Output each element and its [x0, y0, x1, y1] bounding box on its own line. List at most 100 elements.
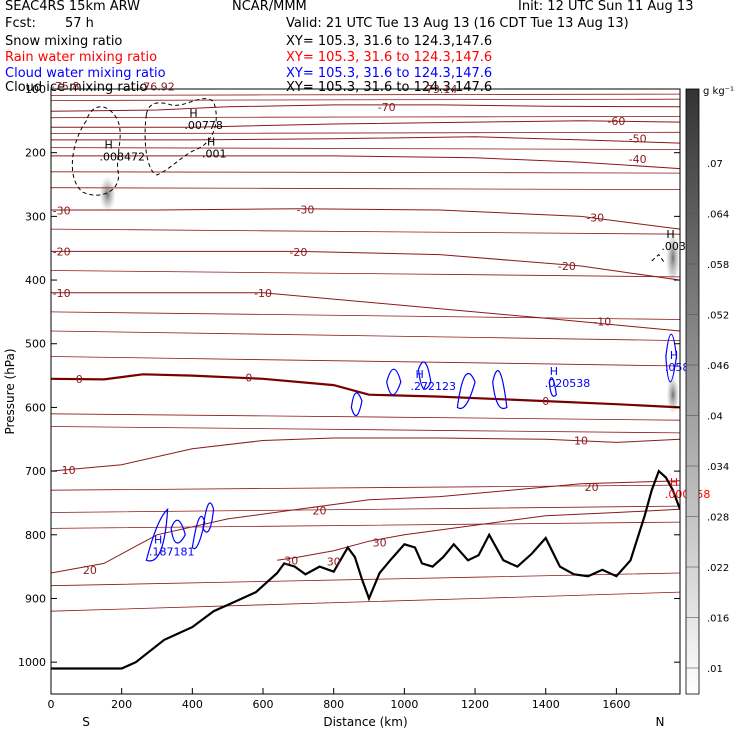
isotherm-line-minor: [51, 484, 680, 491]
isotherm-label: 10: [574, 435, 588, 448]
isotherm-line: [51, 373, 680, 409]
isotherm-line-minor: [51, 187, 680, 191]
isotherm-label: 0: [245, 371, 252, 384]
isotherm-line: [51, 104, 680, 112]
isotherm-line: [51, 155, 680, 170]
isotherm-label: -60: [607, 115, 625, 128]
x-tick-label: 200: [111, 698, 132, 711]
isotherm-line: [51, 208, 680, 230]
init-time: Init: 12 UTC Sun 11 Aug 13: [518, 0, 694, 14]
isotherm-label: 20: [585, 481, 599, 494]
y-axis-title: Pressure (hPa): [3, 348, 17, 434]
valid-time: Valid: 21 UTC Tue 13 Aug 13 (16 CDT Tue …: [286, 16, 629, 31]
isotherm-label: 10: [62, 464, 76, 477]
isotherm-line-minor: [51, 356, 680, 367]
isotherm-line-minor: [51, 93, 680, 96]
isotherm-label: -30: [53, 205, 71, 218]
ice-shading-blob-lower: [665, 372, 680, 417]
isotherm-label: -10: [53, 287, 71, 300]
x-axis-title: Distance (km): [323, 715, 407, 729]
cloud-water-contour: [548, 377, 557, 397]
cloud-water-max-h-marker: H: [670, 349, 678, 362]
colorbar-tick-label: .046: [707, 361, 729, 372]
shading-layer: [98, 174, 680, 417]
isotherm-line-minor: [51, 171, 680, 174]
isotherm-label: 0: [542, 395, 549, 408]
cloud-water-contour: [665, 333, 678, 383]
isotherm-line-minor: [51, 413, 680, 421]
isotherm-line: [51, 437, 680, 472]
isotherm-line-minor: [51, 505, 680, 513]
y-tick-label: 900: [25, 592, 46, 605]
ice-max-value-label: .0035: [661, 240, 693, 253]
cloud-water-contour: [456, 372, 476, 410]
isotherm-label: -10: [254, 287, 272, 300]
colorbar-tick-label: .01: [707, 664, 723, 675]
colorbar-layer: g kg⁻¹ .07 .064 .058 .052 .046 .04 .034 .028 .022…: [685, 86, 734, 695]
y-tick-label: 500: [25, 338, 46, 351]
isotherm-label: -20: [558, 260, 576, 273]
isotherm-label: -40: [629, 153, 647, 166]
legend-snow-xy: XY= 105.3, 31.6 to 124.3,147.6: [286, 34, 493, 49]
snow-contour: [71, 106, 121, 196]
cloud-water-max-value-label: .187181: [149, 546, 195, 559]
isotherm-label: 20: [313, 505, 327, 518]
header-title: SEAC4RS 15km ARW: [5, 0, 141, 14]
snow-max-value-label: .008472: [100, 151, 146, 164]
ice-shading-blob: [664, 227, 680, 288]
isotherm-label: -76.92: [139, 80, 174, 93]
isotherm-label: -30: [586, 212, 604, 225]
y-tick-label: 400: [25, 274, 46, 287]
isotherm-label: 30: [373, 536, 387, 549]
cloud-water-max-h-marker: H: [416, 368, 424, 381]
y-tick-label: 600: [25, 401, 46, 414]
legend-rain-name: Rain water mixing ratio: [5, 50, 158, 65]
north-end-label: N: [656, 715, 665, 729]
x-tick-label: 800: [323, 698, 344, 711]
y-tick-label: 800: [25, 529, 46, 542]
snow-max-h-marker: H: [105, 139, 113, 152]
isotherm-layer: [51, 93, 680, 612]
cloud-water-contour: [170, 519, 186, 544]
y-tick-label: 1000: [18, 656, 46, 669]
cloud-layer: [71, 98, 678, 562]
isotherm-line-minor: [51, 131, 680, 135]
legend-cloudice-name: Cloud ice mixing ratio: [5, 80, 148, 95]
snow-max-value-label: .001: [202, 148, 227, 161]
y-tick-label: 300: [25, 210, 46, 223]
isotherm-line-minor: [51, 426, 680, 434]
legend-cloudice-xy: XY= 105.3, 31.6 to 124.3,147.6: [286, 80, 493, 95]
x-tick-label: 0: [48, 698, 55, 711]
snow-shading-blob: [98, 174, 117, 215]
isotherm-line-minor: [51, 521, 680, 529]
colorbar-tick-label: .016: [707, 614, 729, 625]
isotherm-line-minor: [51, 116, 680, 119]
colorbar-tick-label: .07: [707, 159, 723, 170]
colorbar-tick-label: .052: [707, 311, 729, 322]
snow-max-h-marker: H: [189, 107, 197, 120]
isotherm-line-minor: [51, 330, 680, 341]
isotherm-line: [51, 250, 680, 281]
isotherm-line-minor: [51, 228, 680, 235]
isotherm-line: [51, 120, 680, 128]
cloud-water-contour: [492, 370, 508, 410]
colorbar-tick-label: .022: [707, 563, 729, 574]
isotherm-line-minor: [51, 591, 680, 612]
isotherm-line: [277, 508, 680, 561]
legend-rain-xy: XY= 105.3, 31.6 to 124.3,147.6: [286, 50, 493, 65]
ice-max-h-marker: H: [666, 228, 674, 241]
cloud-water-contour: [202, 502, 215, 533]
colorbar-tick-label: .028: [707, 513, 729, 524]
cloud-water-contour: [191, 515, 206, 550]
isotherm-line-minor: [51, 98, 680, 101]
cloud-water-contour: [417, 361, 432, 390]
colorbar-unit: g kg⁻¹: [703, 86, 734, 97]
forecast-label: Fcst:: [5, 16, 36, 31]
snow-contour: [144, 98, 217, 176]
plot-frame: [50, 88, 681, 695]
snow-max-value-label: .00778: [184, 119, 223, 132]
forecast-value: 57 h: [65, 16, 94, 31]
isotherm-line: [51, 480, 680, 574]
isotherm-line-minor: [51, 270, 680, 278]
